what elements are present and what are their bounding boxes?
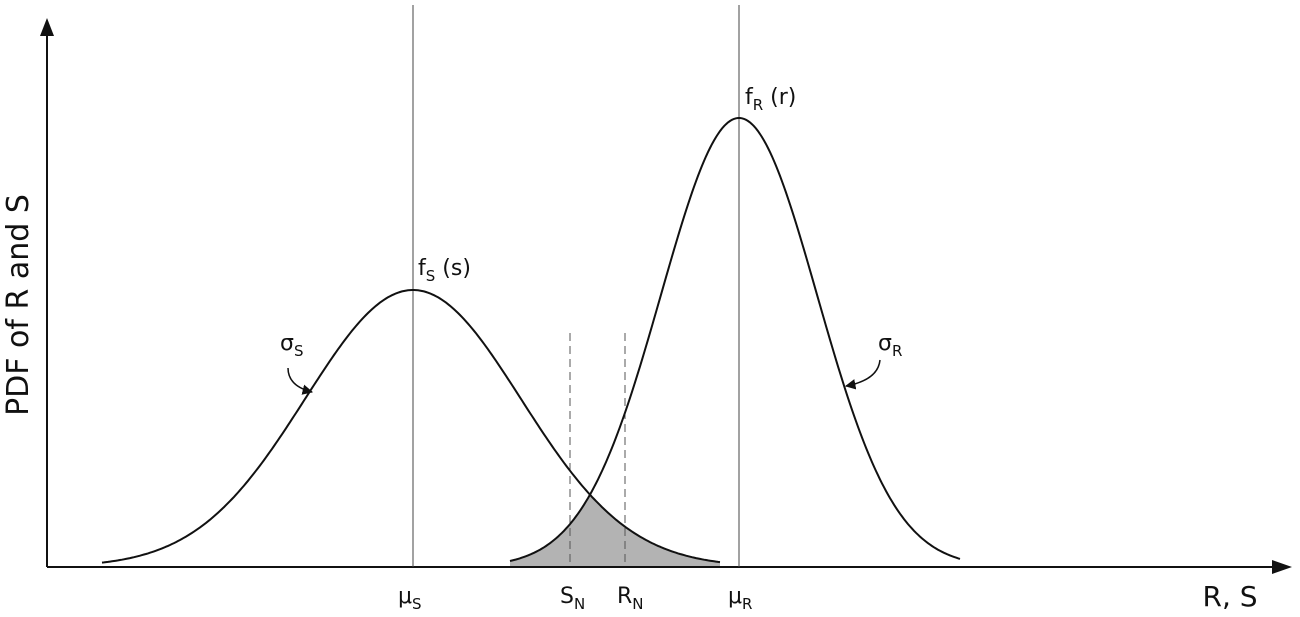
x-arrow bbox=[1272, 560, 1292, 574]
spread-arrow bbox=[287, 367, 314, 395]
curve-label: fS (s) bbox=[418, 256, 471, 285]
curve bbox=[101, 289, 721, 564]
y-arrow bbox=[40, 18, 54, 36]
curve bbox=[509, 117, 961, 562]
spread-label: σR bbox=[878, 331, 902, 360]
curve-label: fR (r) bbox=[745, 85, 796, 114]
spread-label: σS bbox=[280, 331, 303, 360]
overlap-area bbox=[510, 494, 720, 567]
marker-label: RN bbox=[617, 584, 644, 613]
spread-arrow bbox=[844, 359, 881, 390]
marker-label: μR bbox=[728, 584, 752, 613]
marker-label: μS bbox=[398, 584, 422, 613]
x-axis-label: R, S bbox=[1202, 580, 1257, 613]
y-axis-label: PDF of R and S bbox=[1, 194, 36, 416]
marker-label: SN bbox=[560, 584, 585, 613]
